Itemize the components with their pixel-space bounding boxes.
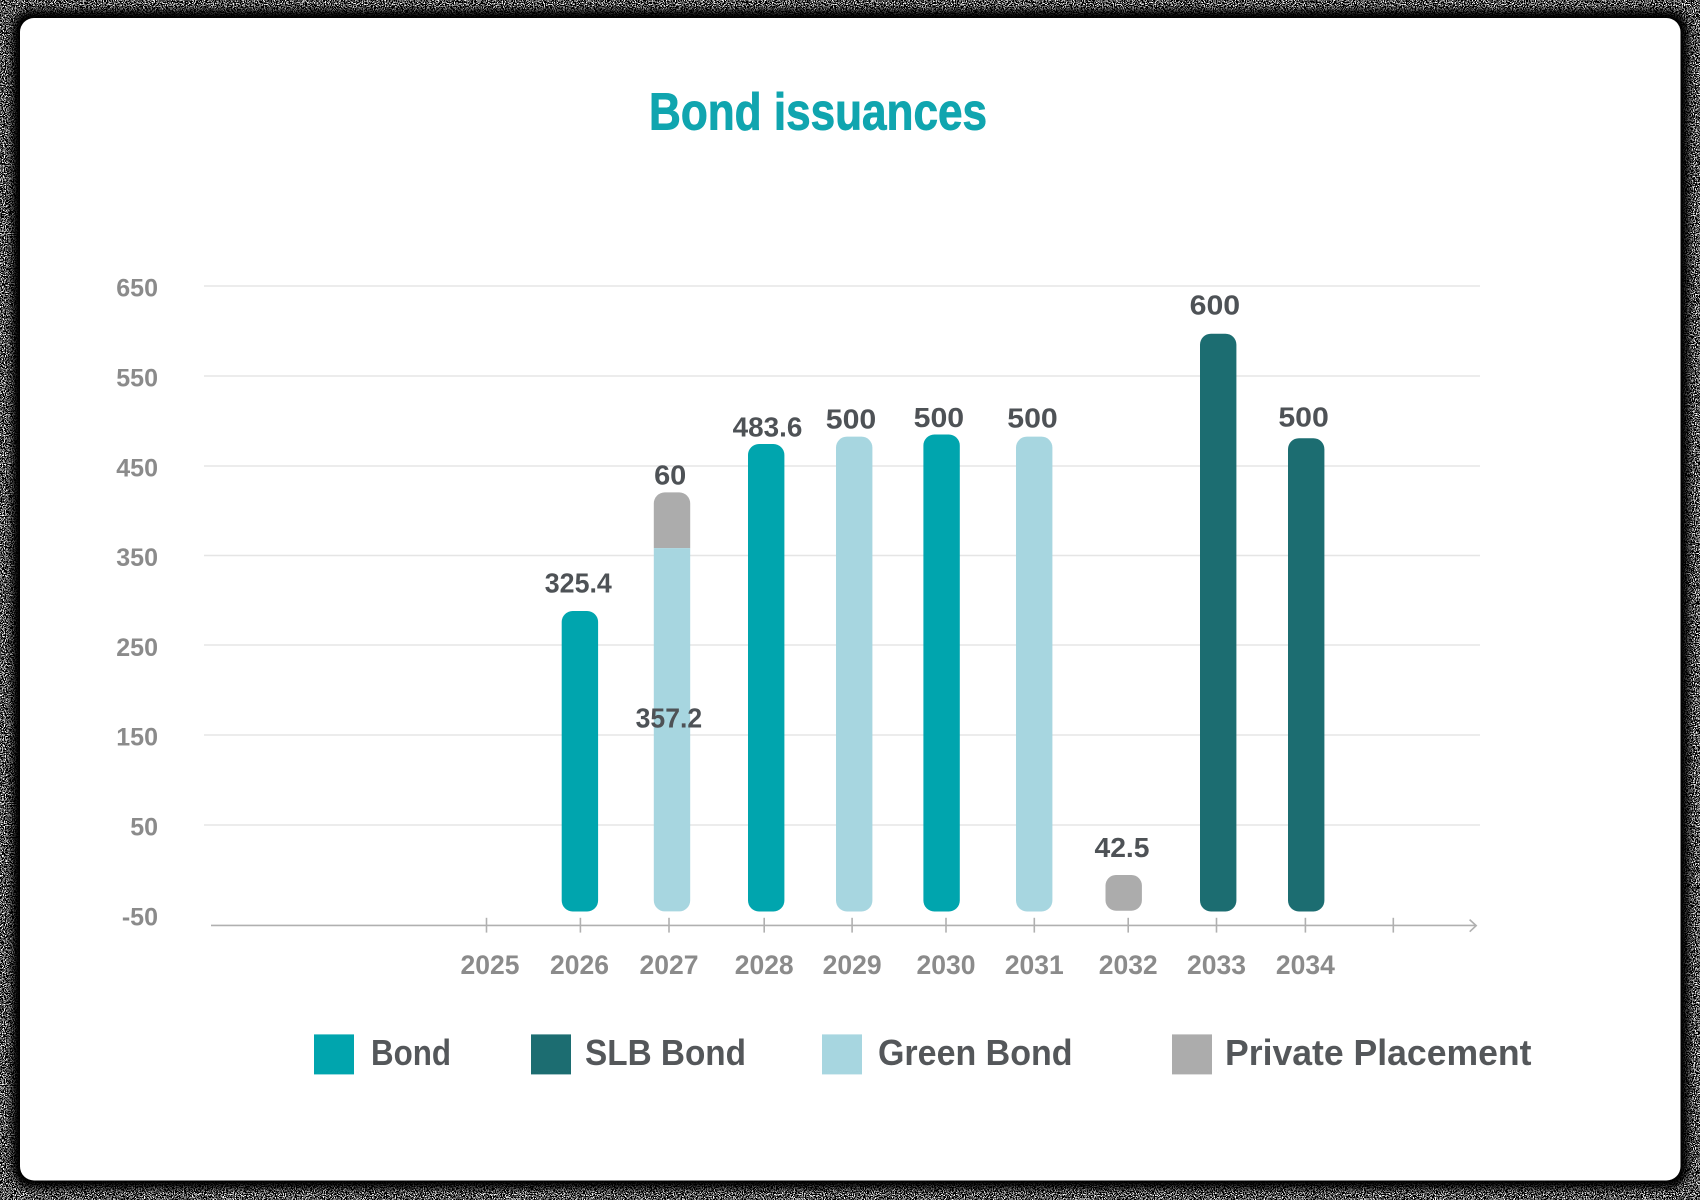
svg-text:450: 450 (116, 454, 158, 482)
svg-text:2028: 2028 (735, 950, 794, 980)
svg-text:2031: 2031 (1005, 950, 1064, 980)
svg-text:2029: 2029 (823, 950, 882, 980)
svg-text:Bond: Bond (371, 1032, 451, 1073)
svg-text:483.6: 483.6 (733, 412, 803, 443)
svg-text:250: 250 (116, 634, 158, 662)
svg-text:Bond issuances: Bond issuances (649, 84, 987, 142)
svg-text:500: 500 (1007, 402, 1058, 433)
svg-text:42.5: 42.5 (1095, 832, 1150, 863)
svg-text:2026: 2026 (550, 950, 609, 980)
svg-text:500: 500 (914, 402, 965, 433)
svg-text:500: 500 (826, 404, 877, 435)
svg-text:2034: 2034 (1276, 950, 1335, 980)
svg-text:Green Bond: Green Bond (878, 1032, 1073, 1073)
svg-text:650: 650 (116, 275, 158, 303)
svg-text:2030: 2030 (917, 950, 976, 980)
svg-text:50: 50 (130, 814, 158, 842)
svg-text:350: 350 (116, 544, 158, 572)
svg-text:357.2: 357.2 (636, 702, 703, 733)
svg-text:325.4: 325.4 (545, 568, 612, 599)
svg-text:2033: 2033 (1187, 950, 1246, 980)
svg-text:600: 600 (1190, 290, 1241, 321)
svg-text:550: 550 (116, 365, 158, 393)
svg-text:500: 500 (1278, 402, 1329, 433)
svg-text:2025: 2025 (461, 950, 520, 980)
svg-text:2027: 2027 (640, 950, 699, 980)
svg-text:150: 150 (116, 724, 158, 752)
svg-text:Private Placement: Private Placement (1225, 1032, 1532, 1073)
svg-text:SLB Bond: SLB Bond (585, 1032, 746, 1073)
svg-text:2032: 2032 (1099, 950, 1158, 980)
svg-text:-50: -50 (122, 904, 158, 932)
svg-text:60: 60 (654, 460, 686, 491)
